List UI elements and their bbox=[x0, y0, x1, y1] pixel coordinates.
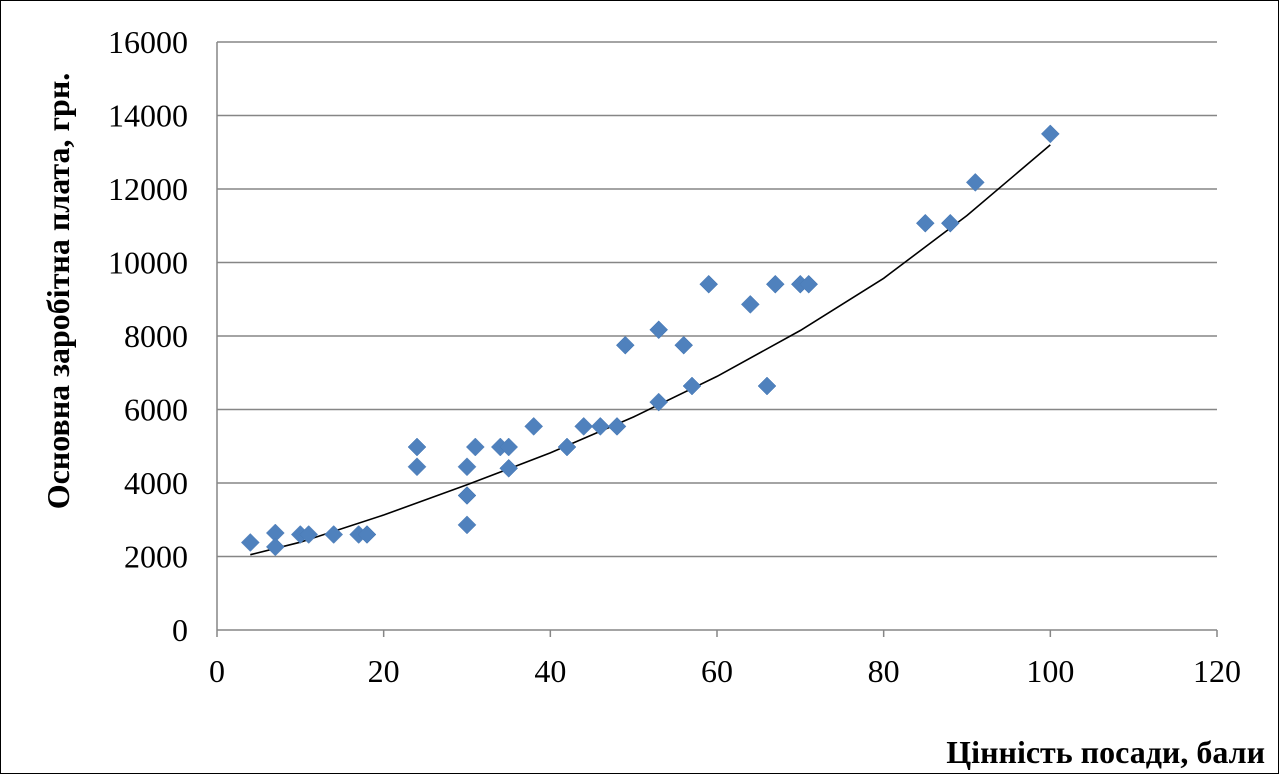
data-point-marker bbox=[299, 525, 319, 544]
data-point-marker bbox=[407, 437, 427, 457]
data-point-marker bbox=[524, 417, 544, 436]
y-axis-title: Основна заробітна плата, грн. bbox=[40, 73, 76, 510]
y-tick-label: 10000 bbox=[108, 245, 188, 281]
data-point-marker bbox=[357, 525, 377, 544]
data-point-marker bbox=[607, 417, 627, 436]
data-point-marker bbox=[940, 213, 960, 233]
y-tick-label: 16000 bbox=[108, 24, 188, 60]
data-point-marker bbox=[407, 457, 427, 477]
y-tick-label: 14000 bbox=[108, 98, 188, 134]
x-tick-label: 20 bbox=[368, 653, 400, 689]
trendline bbox=[250, 144, 1051, 556]
axes bbox=[216, 42, 1218, 637]
data-point-marker bbox=[574, 417, 594, 436]
data-point-marker bbox=[240, 533, 260, 552]
gridlines bbox=[217, 41, 1217, 558]
y-tick-labels: 0 2000 4000 6000 8000 10000 12000 14000 16000 bbox=[108, 24, 188, 648]
x-tick-label: 60 bbox=[701, 653, 733, 689]
data-point-marker bbox=[499, 437, 519, 457]
data-point-marker bbox=[649, 320, 669, 340]
y-tick-label: 8000 bbox=[124, 318, 188, 354]
y-tick-label: 12000 bbox=[108, 171, 188, 207]
data-points bbox=[240, 124, 1060, 557]
x-tick-label: 80 bbox=[868, 653, 900, 689]
x-axis-title: Цінність посади, бали bbox=[946, 734, 1265, 770]
x-tick-labels: 0 20 40 60 80 100 120 bbox=[209, 653, 1241, 689]
data-point-marker bbox=[765, 274, 785, 294]
y-tick-label: 0 bbox=[172, 612, 188, 648]
data-point-marker bbox=[757, 376, 777, 396]
x-tick-label: 40 bbox=[534, 653, 566, 689]
data-point-marker bbox=[324, 525, 344, 544]
data-point-marker bbox=[457, 486, 477, 505]
data-point-marker bbox=[799, 274, 819, 294]
data-point-marker bbox=[465, 437, 485, 457]
data-point-marker bbox=[1040, 124, 1060, 144]
data-point-marker bbox=[457, 515, 477, 535]
data-point-marker bbox=[499, 458, 519, 478]
x-tick-label: 0 bbox=[209, 653, 225, 689]
data-point-marker bbox=[915, 213, 935, 233]
data-point-marker bbox=[740, 295, 760, 314]
data-point-marker bbox=[615, 335, 635, 355]
data-point-marker bbox=[265, 537, 285, 557]
y-tick-label: 4000 bbox=[124, 465, 188, 501]
x-tick-label: 100 bbox=[1026, 653, 1074, 689]
x-tick-label: 120 bbox=[1193, 653, 1241, 689]
data-point-marker bbox=[965, 173, 985, 192]
data-point-marker bbox=[682, 376, 702, 396]
trendline-layer bbox=[250, 144, 1051, 556]
data-point-marker bbox=[557, 437, 577, 457]
data-point-marker bbox=[699, 274, 719, 294]
data-point-marker bbox=[590, 417, 610, 436]
y-tick-label: 2000 bbox=[124, 539, 188, 575]
data-point-marker bbox=[649, 392, 669, 412]
y-tick-label: 6000 bbox=[124, 392, 188, 428]
data-point-marker bbox=[674, 335, 694, 355]
data-point-marker bbox=[457, 457, 477, 477]
